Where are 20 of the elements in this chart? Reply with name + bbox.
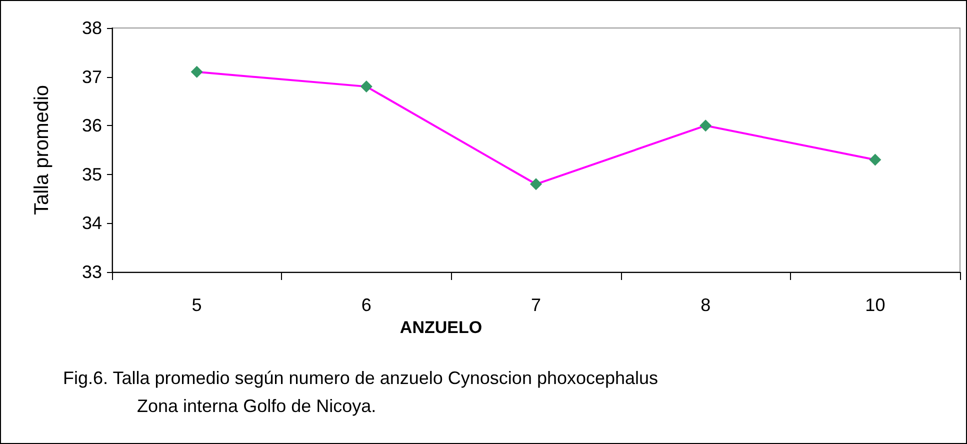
x-tick-label: 10 — [865, 295, 886, 315]
x-tick-label: 8 — [700, 295, 711, 315]
text: Zona interna Golfo de Nicoya. — [137, 396, 376, 416]
point — [190, 66, 203, 78]
y-tick-label: 34 — [82, 213, 102, 234]
x-tick-label: 5 — [192, 295, 202, 315]
y-axis-title: Talla promedio — [31, 84, 53, 216]
point — [360, 80, 372, 93]
x-tick-label: 7 — [530, 295, 542, 315]
point — [869, 154, 882, 166]
x-tick-label: 6 — [361, 295, 372, 315]
point — [700, 120, 712, 132]
point — [530, 178, 542, 190]
y-tick-label: 37 — [82, 66, 102, 87]
x-axis-title: ANZUELO — [400, 318, 482, 337]
y-tick-label: 38 — [82, 18, 102, 38]
y-tick-label: 35 — [82, 164, 102, 184]
y-tick-label: 33 — [82, 262, 102, 282]
y-tick-label: 36 — [82, 116, 102, 136]
caption: Fig.6. Talla promedio según numero de anzuelo Cynoscion phoxocephalus — [63, 368, 658, 388]
